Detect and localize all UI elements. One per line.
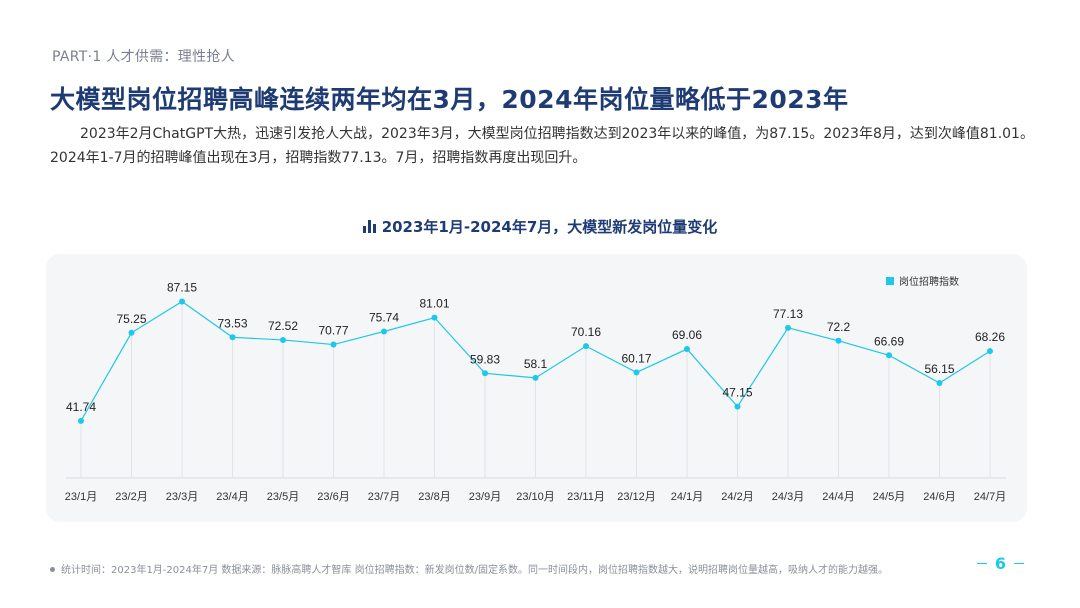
x-tick-label-7: 23/8月 bbox=[418, 491, 450, 503]
x-tick-label-2: 23/3月 bbox=[166, 491, 198, 503]
data-label-9: 58.1 bbox=[524, 357, 548, 371]
data-label-17: 56.15 bbox=[924, 362, 954, 376]
data-label-4: 72.52 bbox=[268, 319, 298, 333]
data-label-13: 47.15 bbox=[722, 386, 752, 400]
page-number: 6 bbox=[969, 554, 1032, 573]
data-label-8: 59.83 bbox=[470, 352, 500, 366]
data-point-10 bbox=[583, 343, 589, 350]
data-point-9 bbox=[532, 374, 539, 381]
line-chart: 41.74 23/1月 75.25 23/2月 87.15 23/3月 73.53 23/4月… bbox=[65, 275, 1006, 503]
x-tick-label-15: 24/4月 bbox=[822, 491, 854, 503]
x-tick-label-9: 23/10月 bbox=[516, 491, 555, 503]
x-tick-label-1: 23/2月 bbox=[115, 491, 147, 503]
data-label-10: 70.16 bbox=[571, 325, 601, 339]
data-point-14 bbox=[785, 324, 791, 331]
data-label-0: 41.74 bbox=[66, 400, 96, 414]
data-label-15: 72.2 bbox=[827, 320, 851, 334]
x-tick-label-4: 23/5月 bbox=[267, 491, 299, 503]
x-tick-label-5: 23/6月 bbox=[317, 491, 349, 503]
x-tick-label-16: 24/5月 bbox=[873, 491, 905, 503]
data-label-3: 73.53 bbox=[217, 316, 247, 330]
x-tick-label-18: 24/7月 bbox=[974, 491, 1006, 503]
x-tick-label-14: 24/3月 bbox=[772, 491, 804, 503]
intro-paragraph: 2023年2月ChatGPT大热，迅速引发抢人大战，2023年3月，大模型岗位招… bbox=[50, 126, 1034, 166]
x-tick-label-13: 24/2月 bbox=[721, 491, 753, 503]
data-point-5 bbox=[330, 341, 337, 348]
section-tag: PART·1 人才供需：理性抢人 bbox=[52, 49, 235, 65]
dash-right bbox=[1014, 563, 1024, 564]
x-tick-label-3: 23/4月 bbox=[216, 491, 248, 503]
chart-card: 41.74 23/1月 75.25 23/2月 87.15 23/3月 73.53 23/4月… bbox=[46, 254, 1027, 522]
data-label-7: 81.01 bbox=[419, 297, 449, 311]
data-point-4 bbox=[280, 336, 286, 343]
footer-note-text: 统计时间：2023年1月-2024年7月 数据来源：脉脉高聘人才智库 岗位招聘指… bbox=[61, 565, 888, 576]
data-point-8 bbox=[482, 370, 488, 377]
x-tick-label-10: 23/11月 bbox=[567, 491, 605, 503]
data-label-16: 66.69 bbox=[874, 334, 904, 348]
data-label-5: 70.77 bbox=[318, 324, 348, 338]
data-point-13 bbox=[734, 403, 741, 410]
data-point-18 bbox=[987, 348, 993, 355]
data-label-1: 75.25 bbox=[116, 312, 146, 326]
legend-label: 岗位招聘指数 bbox=[899, 275, 959, 288]
data-label-6: 75.74 bbox=[369, 310, 399, 324]
x-tick-label-12: 24/1月 bbox=[671, 491, 703, 503]
bar-chart-icon bbox=[362, 220, 376, 233]
data-point-2 bbox=[179, 298, 185, 305]
chart-title-row: 2023年1月-2024年7月，大模型新发岗位量变化 bbox=[0, 216, 1080, 237]
data-point-7 bbox=[431, 314, 438, 321]
data-point-11 bbox=[633, 369, 640, 376]
page-title: 大模型岗位招聘高峰连续两年均在3月，2024年岗位量略低于2023年 bbox=[50, 85, 849, 114]
data-label-2: 87.15 bbox=[167, 280, 197, 294]
x-tick-label-0: 23/1月 bbox=[65, 491, 97, 503]
data-label-12: 69.06 bbox=[672, 328, 702, 342]
data-label-18: 68.26 bbox=[975, 330, 1005, 344]
chart-title: 2023年1月-2024年7月，大模型新发岗位量变化 bbox=[381, 218, 718, 236]
legend-swatch bbox=[886, 277, 894, 285]
data-label-11: 60.17 bbox=[621, 351, 651, 365]
bullet-dot bbox=[50, 567, 55, 572]
data-point-1 bbox=[128, 329, 135, 336]
data-point-6 bbox=[381, 328, 387, 335]
x-tick-label-8: 23/9月 bbox=[469, 491, 501, 503]
data-point-16 bbox=[886, 352, 892, 359]
data-point-3 bbox=[229, 334, 236, 341]
data-point-12 bbox=[684, 346, 690, 353]
data-point-17 bbox=[936, 379, 943, 386]
data-point-0 bbox=[78, 417, 84, 424]
footer-note: 统计时间：2023年1月-2024年7月 数据来源：脉脉高聘人才智库 岗位招聘指… bbox=[50, 561, 888, 576]
data-label-14: 77.13 bbox=[773, 307, 803, 321]
x-tick-label-6: 23/7月 bbox=[368, 491, 400, 503]
data-point-15 bbox=[835, 337, 842, 344]
x-tick-label-17: 24/6月 bbox=[923, 491, 955, 503]
dash-left bbox=[976, 563, 987, 564]
x-tick-label-11: 23/12月 bbox=[617, 491, 656, 503]
page-number-text: 6 bbox=[994, 554, 1006, 573]
